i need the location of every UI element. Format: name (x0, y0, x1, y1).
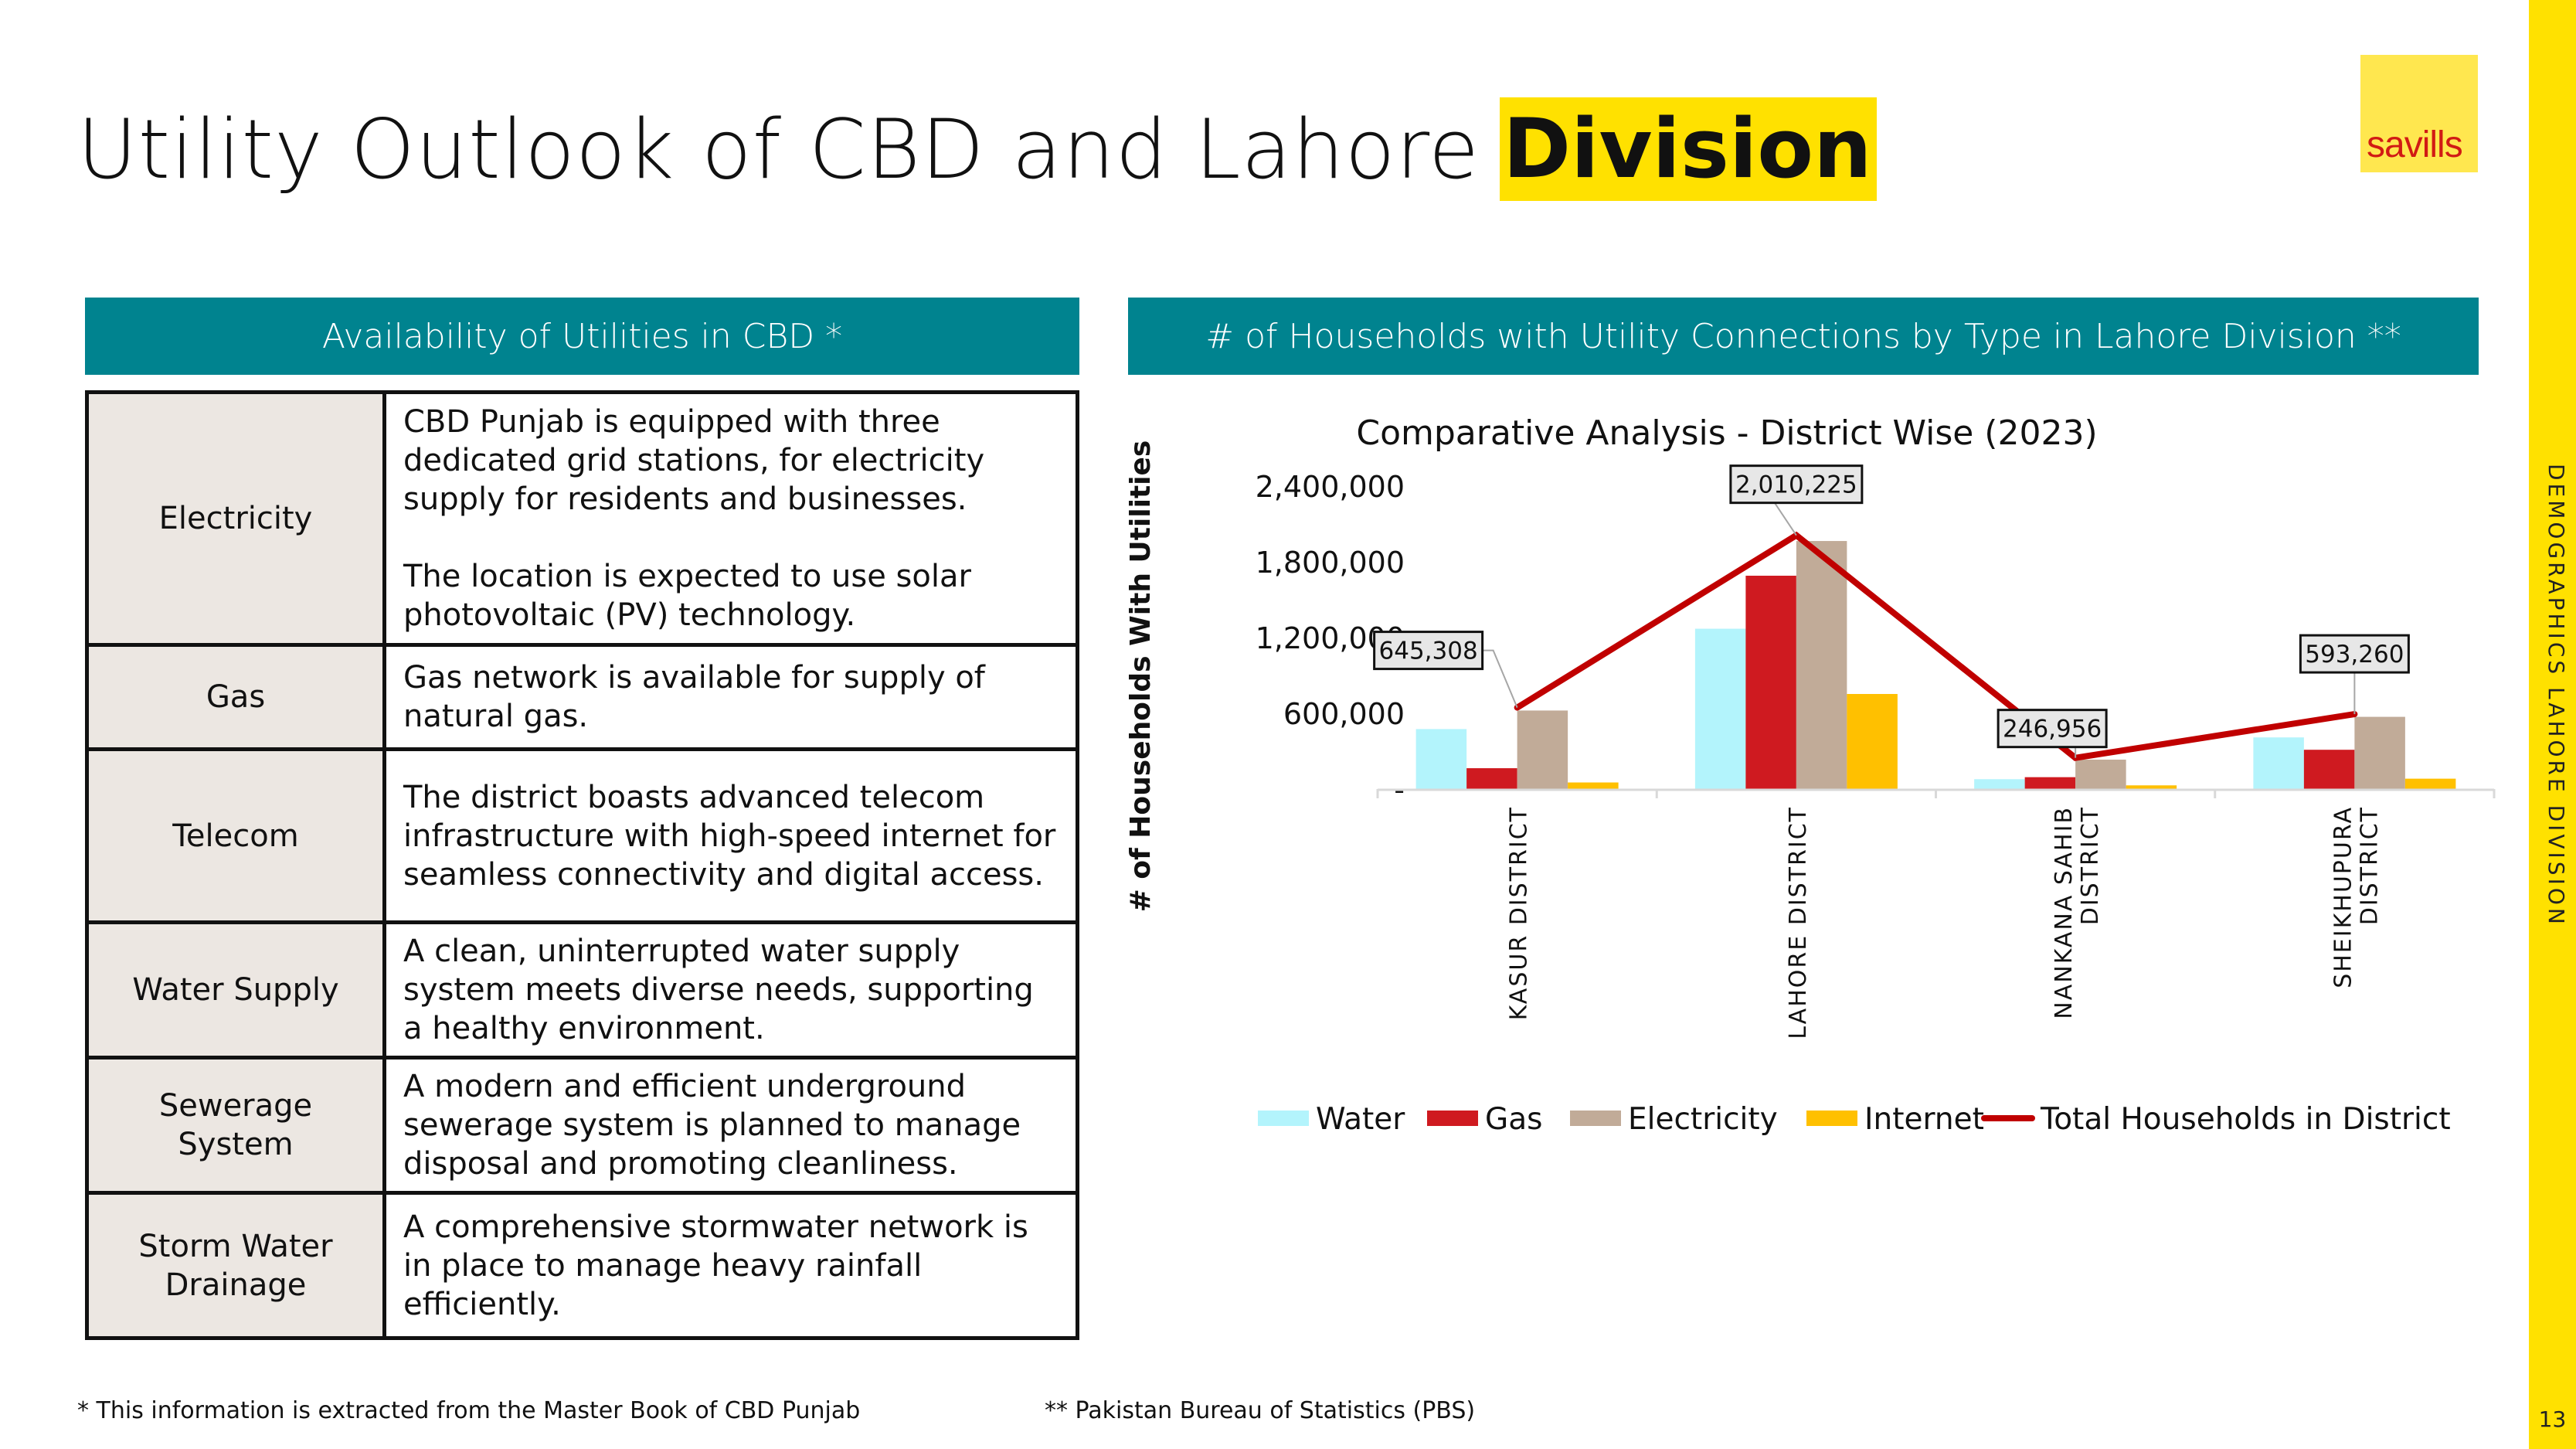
chart-title: Comparative Analysis - District Wise (20… (1356, 413, 2097, 453)
data-label-box (2299, 634, 2410, 674)
households-chart: Comparative Analysis - District Wise (20… (1125, 413, 2496, 1137)
data-label-leader (1482, 649, 1518, 708)
y-tick-label: 2,400,000 (1256, 470, 1405, 504)
data-label: 2,010,225 (1729, 464, 1864, 536)
page-number: 13 (2538, 1406, 2567, 1432)
utility-description: A clean, uninterrupted water supply syst… (382, 920, 1079, 1060)
chart-legend: Water Gas Electricity Internet Total Househo… (1258, 1102, 2451, 1137)
data-label-box (1373, 631, 1484, 671)
y-tick-label: 1,800,000 (1256, 546, 1405, 580)
legend-swatch (1258, 1111, 1309, 1126)
data-label-text: 593,260 (2305, 641, 2404, 668)
data-label-box (1729, 464, 1864, 505)
bar-electricity (2075, 759, 2126, 789)
x-category-label: DISTRICT (2356, 806, 2383, 925)
utility-label: Gas (85, 643, 386, 751)
utility-label: Storm Water Drainage (85, 1191, 386, 1340)
legend-swatch (1806, 1111, 1857, 1126)
title-main: Utility Outlook of CBD and Lahore (77, 101, 1480, 197)
x-category-label: DISTRICT (2077, 806, 2104, 925)
x-axis-categories: KASUR DISTRICT LAHORE DISTRICT NANKANA SAH… (1506, 806, 2384, 1039)
bar-internet (2126, 785, 2177, 789)
utility-label: Telecom (85, 747, 386, 924)
bar-gas (1466, 768, 1517, 789)
bar-water (1974, 779, 2025, 789)
bar-gas (2024, 777, 2076, 789)
total-households-line (1514, 531, 2358, 761)
line-point (1514, 704, 1521, 711)
footnote-source-cbd: * This information is extracted from the… (77, 1397, 861, 1424)
bar-internet (2404, 778, 2456, 789)
utility-description: A comprehensive stormwater network is in… (382, 1191, 1079, 1340)
utility-label: Water Supply (85, 920, 386, 1060)
bar-internet (1847, 694, 1898, 789)
data-label: 593,260 (2299, 634, 2410, 715)
bar-electricity (1796, 541, 1847, 789)
utilities-availability-header: Availability of Utilities in CBD * (85, 298, 1079, 375)
data-labels: 645,308 2,010,225 246,956 593,260 (1373, 464, 2410, 758)
data-label: 246,956 (1997, 709, 2108, 758)
y-tick-label: 600,000 (1283, 697, 1405, 731)
table-row: Sewerage System A modern and efficient un… (85, 1056, 1079, 1195)
bar-water (1415, 729, 1467, 789)
bar-gas (2303, 750, 2355, 789)
legend-item-gas: Gas (1427, 1102, 1542, 1137)
x-axis (1376, 788, 2496, 798)
table-row: Telecom The district boasts advanced tele… (85, 747, 1079, 924)
section-sidebar: DEMOGRAPHICS LAHORE DIVISION 13 (2529, 0, 2576, 1449)
bar-water (1694, 628, 1746, 789)
bar-internet (1568, 782, 1619, 789)
data-label-box (1997, 709, 2108, 749)
footnote-source-pbs: ** Pakistan Bureau of Statistics (PBS) (1045, 1397, 1476, 1424)
table-row: Water Supply A clean, uninterrupted water… (85, 920, 1079, 1060)
x-category-label: LAHORE DISTRICT (1785, 806, 1812, 1039)
chart-y-axis-label: # of Households With Utilities (1125, 440, 1157, 913)
bar-water (2253, 737, 2304, 789)
data-label-text: 2,010,225 (1735, 471, 1857, 499)
legend-label: Electricity (1628, 1102, 1778, 1137)
legend-item-water: Water (1258, 1102, 1405, 1137)
data-label-text: 645,308 (1379, 638, 1478, 665)
legend-label: Water (1316, 1102, 1405, 1137)
data-label-text: 246,956 (2003, 716, 2102, 743)
logo-text: savills (2367, 124, 2463, 165)
data-label: 645,308 (1373, 631, 1518, 708)
x-category-label: NANKANA SAHIB (2051, 806, 2078, 1019)
title-highlight: Division (1500, 97, 1877, 201)
table-row: Storm Water Drainage A comprehensive stor… (85, 1191, 1079, 1340)
utility-label: Sewerage System (85, 1056, 386, 1195)
x-category-label: KASUR DISTRICT (1506, 806, 1533, 1020)
legend-item-internet: Internet (1806, 1102, 1984, 1137)
utility-label: Electricity (85, 390, 386, 647)
utilities-table: Electricity CBD Punjab is equipped with t… (85, 390, 1079, 1340)
legend-swatch (1570, 1111, 1621, 1126)
x-category-label: SHEIKHUPURA (2330, 806, 2357, 988)
table-row: Gas Gas network is available for supply o… (85, 643, 1079, 751)
page-title: Utility Outlook of CBD and Lahore Divisi… (77, 91, 1877, 207)
legend-label: Internet (1864, 1102, 1984, 1137)
section-label: DEMOGRAPHICS LAHORE DIVISION (2544, 464, 2569, 927)
data-label-leader (1774, 502, 1797, 536)
households-chart-header: # of Households with Utility Connections… (1128, 298, 2479, 375)
utility-description: CBD Punjab is equipped with three dedica… (382, 390, 1079, 647)
line-total-households (1515, 531, 2355, 761)
savills-logo: savills (2360, 55, 2478, 172)
legend-swatch (1427, 1111, 1478, 1126)
utility-description: Gas network is available for supply of n… (382, 643, 1079, 751)
bar-electricity (2354, 716, 2405, 789)
table-row: Electricity CBD Punjab is equipped with t… (85, 390, 1079, 647)
utility-description: A modern and efficient underground sewer… (382, 1056, 1079, 1195)
legend-item-total-households-in-district: Total Households in District (1981, 1102, 2451, 1137)
legend-label: Total Households in District (2040, 1102, 2451, 1137)
legend-label: Gas (1485, 1102, 1542, 1137)
bar-series (1415, 541, 2456, 789)
utility-description: The district boasts advanced telecom inf… (382, 747, 1079, 924)
bar-electricity (1517, 710, 1568, 789)
legend-item-electricity: Electricity (1570, 1102, 1778, 1137)
bar-gas (1745, 575, 1796, 789)
